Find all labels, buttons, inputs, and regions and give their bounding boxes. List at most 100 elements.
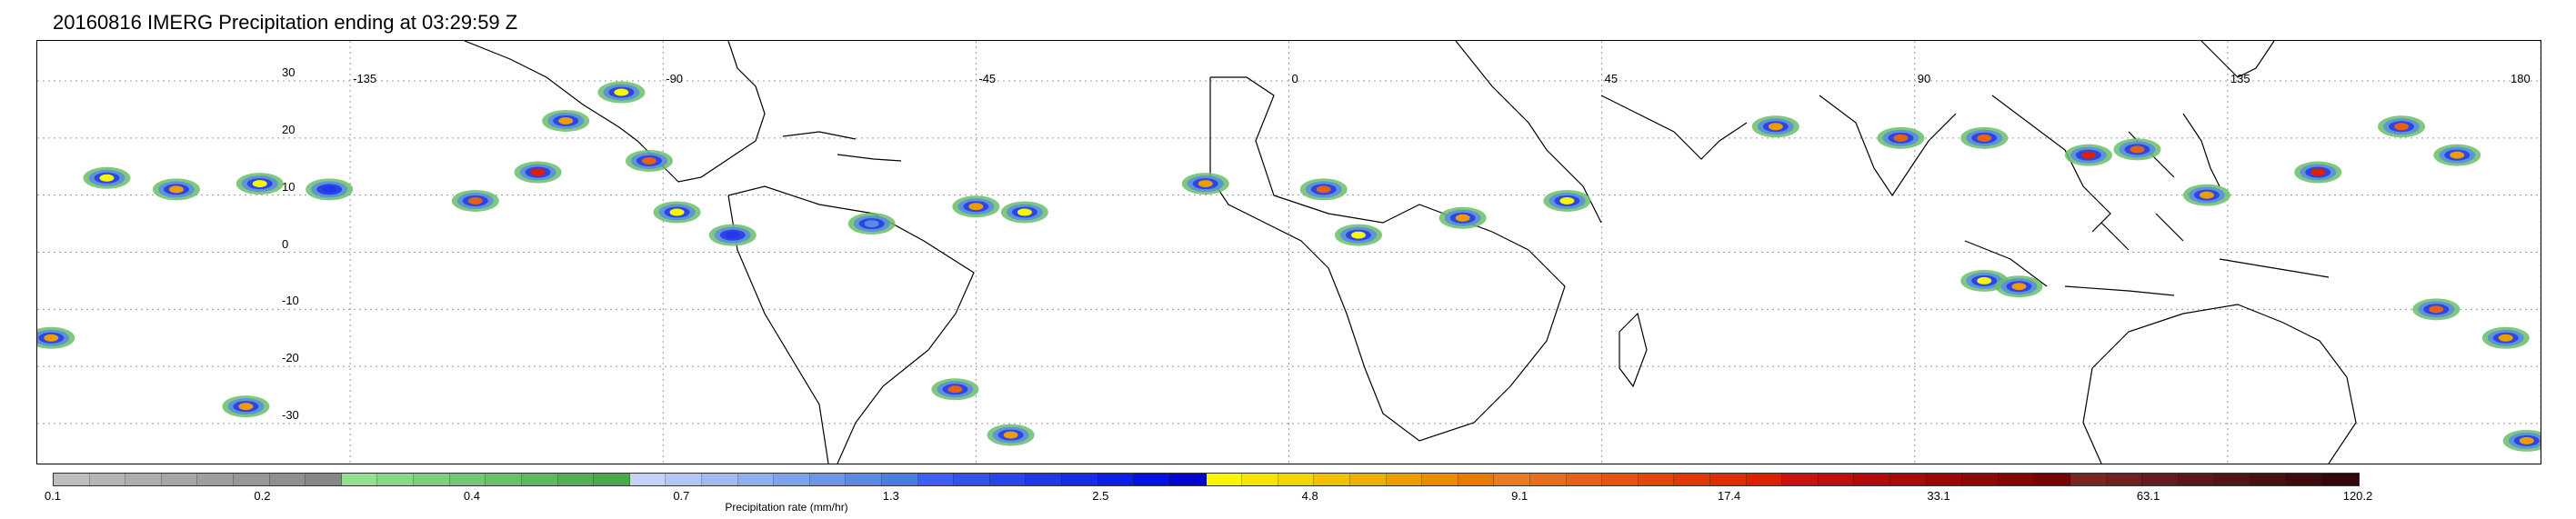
colorbar-segment (1926, 474, 1963, 485)
colorbar-segment (1098, 474, 1135, 485)
colorbar-segment (1674, 474, 1711, 485)
precip-core (1768, 123, 1783, 131)
precip-core (238, 403, 254, 411)
colorbar-segment (1206, 474, 1243, 485)
precip-core (968, 203, 984, 211)
colorbar-segment (521, 474, 558, 485)
precip-cell (597, 81, 646, 104)
coastline-africa-east (1455, 41, 1602, 224)
coastline-africa (1209, 76, 1566, 442)
colorbar-tick-label: 0.2 (254, 489, 271, 503)
coastline-north-america (464, 41, 766, 183)
precip-core (1350, 231, 1366, 239)
colorbar-segment (594, 474, 630, 485)
coastline-arabia (1600, 95, 1748, 160)
colorbar-segment (2034, 474, 2071, 485)
precip-core (2199, 191, 2214, 199)
colorbar-segment (809, 474, 847, 485)
lon-label: 45 (1604, 72, 1619, 85)
colorbar-segment (1169, 474, 1207, 485)
colorbar-segment (1710, 474, 1747, 485)
precip-core (1977, 134, 1992, 142)
lat-label: 30 (282, 65, 296, 79)
precip-cell (1960, 126, 2009, 149)
precip-core (641, 156, 657, 165)
colorbar-segment (774, 474, 810, 485)
precip-cell (542, 109, 590, 132)
precipitation-cells (37, 81, 2541, 452)
precip-cell (653, 201, 701, 224)
lat-label: 20 (282, 122, 296, 136)
colorbar-segment (666, 474, 702, 485)
colorbar-segment (161, 474, 198, 485)
colorbar-tick-label: 17.4 (1717, 489, 1741, 503)
precip-cell (1751, 115, 1799, 138)
colorbar-segment (2106, 474, 2143, 485)
precip-cell (1543, 189, 1591, 212)
lon-label: 135 (2230, 72, 2250, 85)
colorbar-segment (882, 474, 918, 485)
lat-label: 0 (282, 236, 289, 251)
precip-core (2011, 283, 2027, 291)
colorbar-segment (341, 474, 378, 485)
colorbar-tick-label: 2.5 (1092, 489, 1109, 503)
colorbar-segment (1062, 474, 1098, 485)
precip-cell (1000, 201, 1048, 224)
precip-core (99, 174, 115, 182)
colorbar-segment (2250, 474, 2287, 485)
colorbar-segment (1746, 474, 1783, 485)
colorbar-tick-label: 33.1 (1927, 489, 1950, 503)
precip-core (2080, 151, 2096, 159)
precip-cell (931, 378, 979, 401)
precip-cell (847, 213, 896, 235)
precip-core (1893, 134, 1909, 142)
precip-cell (1334, 224, 1382, 246)
colorbar-segment (1998, 474, 2035, 485)
lat-lon-gridlines (37, 41, 2541, 464)
precip-core (558, 116, 574, 125)
colorbar-segment (1349, 474, 1387, 485)
precip-cell (1181, 173, 1229, 195)
colorbar-segment (737, 474, 775, 485)
colorbar-segment (629, 474, 667, 485)
colorbar-segment (557, 474, 595, 485)
colorbar-segment (269, 474, 306, 485)
precip-core (168, 185, 184, 194)
precip-cell (306, 178, 354, 201)
precip-cell (2113, 138, 2161, 161)
colorbar-segment (701, 474, 738, 485)
colorbar-segment (1566, 474, 1603, 485)
colorbar-tick-label: 1.3 (882, 489, 899, 503)
lon-label: -135 (353, 72, 377, 85)
colorbar-tick-label: 120.2 (2342, 489, 2373, 503)
colorbar-tick-label: 0.1 (44, 489, 62, 503)
colorbar-segment (1242, 474, 1278, 485)
colorbar-tick-label: 63.1 (2136, 489, 2160, 503)
coastline-india (1819, 95, 1957, 197)
colorbar-segment (1458, 474, 1495, 485)
colorbar-segment (1818, 474, 1855, 485)
precip-core (2394, 123, 2410, 131)
precip-core (2429, 305, 2444, 314)
colorbar-segment (1890, 474, 1927, 485)
colorbar-segment (54, 474, 90, 485)
precip-core (1017, 208, 1032, 216)
precip-core (1977, 276, 1992, 284)
precip-core (1559, 196, 1575, 205)
colorbar-segment (449, 474, 486, 485)
precip-core (2130, 145, 2145, 154)
precip-cell (2182, 184, 2230, 206)
lon-label: -90 (666, 72, 684, 85)
colorbar-segment (1962, 474, 1999, 485)
precip-core (252, 180, 267, 188)
precip-cell (1877, 126, 1925, 149)
precip-cell (2064, 144, 2112, 166)
colorbar-segment (377, 474, 415, 485)
precipitation-map (36, 40, 2541, 464)
precip-core (2310, 168, 2326, 176)
colorbar (53, 473, 2360, 486)
precip-core (1316, 185, 1331, 194)
colorbar-segment (989, 474, 1027, 485)
lon-label: -45 (978, 72, 997, 85)
colorbar-segment (1854, 474, 1891, 485)
